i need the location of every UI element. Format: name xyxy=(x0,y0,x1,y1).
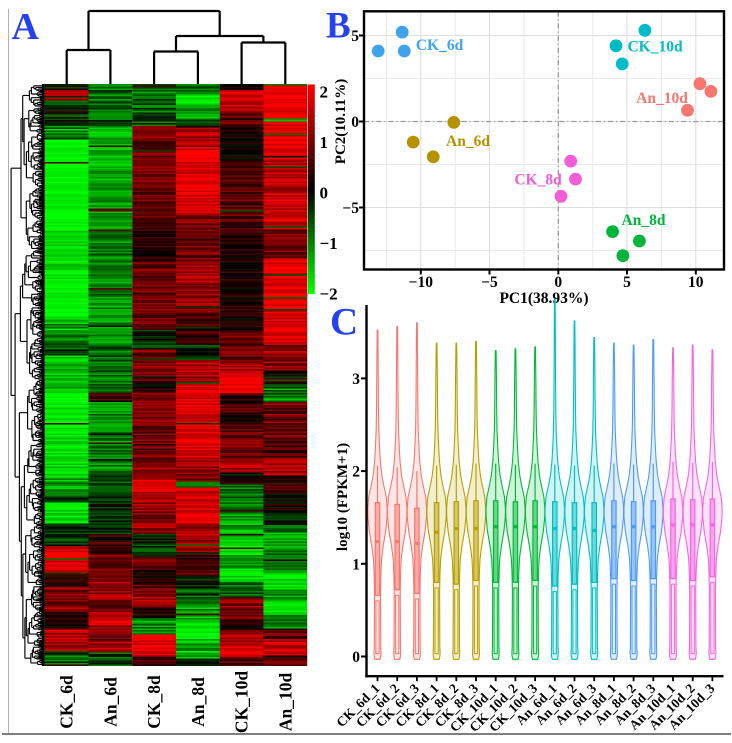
svg-text:CK_8d: CK_8d xyxy=(514,172,562,189)
svg-text:An_8d: An_8d xyxy=(622,212,666,229)
svg-text:log10 (FPKM+1): log10 (FPKM+1) xyxy=(335,443,351,551)
svg-text:CK_10d: CK_10d xyxy=(232,671,252,734)
svg-text:CK_8d: CK_8d xyxy=(144,675,164,729)
svg-text:A: A xyxy=(12,6,40,48)
svg-text:CK_6d: CK_6d xyxy=(416,37,464,54)
svg-text:1: 1 xyxy=(320,133,329,152)
svg-text:−5: −5 xyxy=(342,200,359,217)
svg-text:An_6d: An_6d xyxy=(100,677,120,727)
svg-text:1: 1 xyxy=(352,556,360,573)
svg-text:An_10d: An_10d xyxy=(636,90,688,107)
svg-text:3: 3 xyxy=(352,371,360,388)
svg-text:−5: −5 xyxy=(481,274,498,291)
svg-text:B: B xyxy=(326,6,351,47)
svg-text:0: 0 xyxy=(351,114,359,131)
svg-text:CK_6d: CK_6d xyxy=(57,675,77,729)
svg-text:2: 2 xyxy=(352,464,360,481)
svg-text:5: 5 xyxy=(351,28,359,45)
svg-text:An_6d: An_6d xyxy=(446,133,490,150)
svg-text:10: 10 xyxy=(688,274,704,291)
svg-text:−2: −2 xyxy=(320,285,338,304)
svg-text:0: 0 xyxy=(554,274,562,291)
svg-text:−1: −1 xyxy=(320,234,338,253)
svg-text:2: 2 xyxy=(320,83,329,102)
svg-text:PC1(38.93%): PC1(38.93%) xyxy=(499,290,588,307)
svg-text:−10: −10 xyxy=(409,274,434,291)
svg-text:C: C xyxy=(330,301,358,344)
svg-text:CK_10d: CK_10d xyxy=(627,39,683,56)
svg-text:PC2(10.11%): PC2(10.11%) xyxy=(333,79,349,164)
svg-text:0: 0 xyxy=(352,649,360,666)
svg-text:0: 0 xyxy=(320,184,329,203)
svg-text:5: 5 xyxy=(623,274,631,291)
svg-text:An_8d: An_8d xyxy=(188,677,208,727)
svg-text:An_10d: An_10d xyxy=(275,673,295,732)
